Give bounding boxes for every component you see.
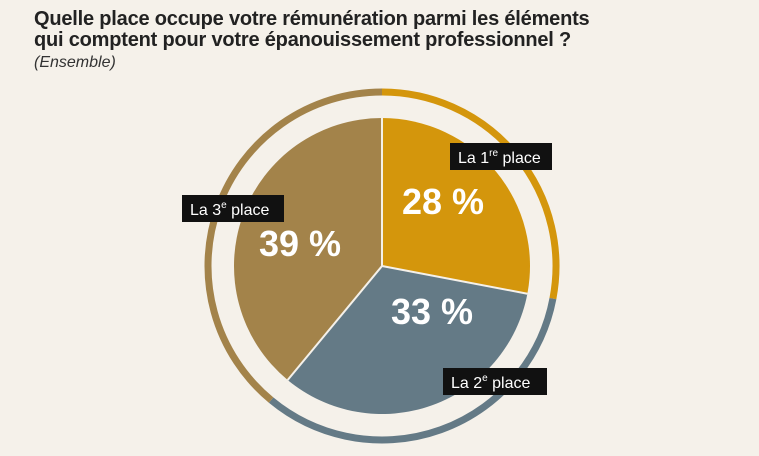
slice-separator-3 <box>286 265 383 381</box>
slice-separator-2 <box>381 265 528 295</box>
callout-box-2 <box>443 368 547 395</box>
pie-slice-3 <box>234 118 382 381</box>
ring-arc-2 <box>268 297 557 444</box>
callout-label-3: La 3e place <box>190 200 270 219</box>
chart-title-line-1: Quelle place occupe votre rémunération p… <box>34 8 590 30</box>
slice-value-label-3: 39 % <box>259 223 341 264</box>
chart-title: Quelle place occupe votre rémunération p… <box>34 9 734 51</box>
callout-label-1: La 1re place <box>458 148 541 167</box>
slice-value-label-1: 28 % <box>402 181 484 222</box>
callout-label-2: La 2e place <box>451 373 531 392</box>
slice-value-label-2: 33 % <box>391 291 473 332</box>
pie-slice-1 <box>382 118 531 294</box>
callout-box-1 <box>450 143 552 170</box>
chart-subtitle: (Ensemble) <box>34 54 116 71</box>
callout-box-3 <box>182 195 284 222</box>
chart-title-line-2: qui comptent pour votre épanouissement p… <box>34 29 572 51</box>
